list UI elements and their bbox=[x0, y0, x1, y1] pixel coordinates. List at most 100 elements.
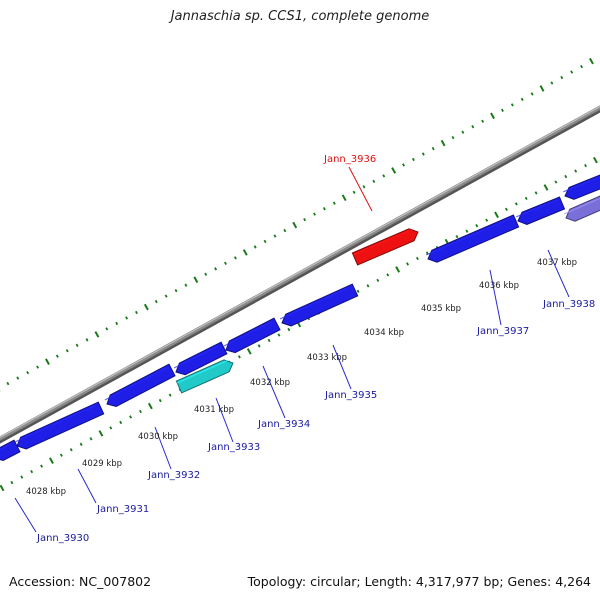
gene-label: Jann_3938 bbox=[542, 299, 595, 310]
scale-label: 4028 kbp bbox=[26, 487, 66, 497]
outer-tick bbox=[263, 239, 267, 244]
gene-label: Jann_3933 bbox=[207, 442, 260, 453]
inner-tick bbox=[406, 262, 409, 266]
inner-tick bbox=[574, 169, 578, 173]
scale-label: 4032 kbp bbox=[250, 378, 290, 388]
inner-tick bbox=[376, 278, 380, 283]
outer-tick bbox=[580, 64, 584, 69]
leader-line bbox=[77, 468, 97, 504]
outer-tick bbox=[154, 299, 158, 304]
outer-tick bbox=[440, 139, 446, 147]
outer-tick bbox=[560, 75, 564, 80]
inner-tick bbox=[277, 333, 281, 337]
gene-arrow bbox=[564, 174, 600, 200]
inner-tick bbox=[237, 355, 241, 359]
inner-tick bbox=[564, 174, 568, 179]
backbone-line bbox=[0, 105, 600, 441]
inner-tick bbox=[49, 457, 54, 464]
inner-tick bbox=[494, 211, 499, 219]
outer-tick bbox=[461, 130, 465, 134]
outer-tick bbox=[16, 376, 20, 380]
inner-tick bbox=[20, 475, 24, 479]
inner-tick bbox=[109, 426, 113, 430]
gene-arrow-shine bbox=[173, 345, 219, 369]
leader-line bbox=[332, 344, 352, 390]
inner-tick-track bbox=[0, 156, 598, 492]
outer-tick bbox=[105, 327, 109, 331]
outer-tick bbox=[341, 194, 347, 202]
outer-tick bbox=[233, 256, 237, 260]
gene-arrow-shine bbox=[104, 367, 167, 401]
outer-tick bbox=[362, 185, 366, 189]
gene-features bbox=[0, 174, 600, 462]
outer-tick bbox=[372, 179, 376, 184]
outer-tick bbox=[65, 349, 69, 353]
gene-arrow bbox=[225, 317, 281, 354]
gene-labels: Jann_3930 Jann_3931 Jann_3932 Jann_3933 Jann… bbox=[36, 154, 595, 544]
inner-tick bbox=[158, 398, 162, 403]
outer-tick bbox=[500, 108, 504, 112]
outer-tick bbox=[45, 358, 50, 365]
inner-tick bbox=[129, 415, 133, 419]
gene-arrow bbox=[175, 341, 228, 376]
leader-line bbox=[348, 166, 373, 212]
outer-tick bbox=[143, 303, 149, 311]
outer-tick bbox=[539, 85, 545, 92]
outer-tick bbox=[481, 119, 485, 123]
outer-tick bbox=[135, 310, 138, 315]
inner-tick bbox=[366, 284, 370, 288]
gene-arrow-shine bbox=[352, 228, 413, 256]
outer-tick bbox=[214, 267, 218, 271]
outer-tick bbox=[125, 316, 129, 320]
inner-tick bbox=[287, 327, 291, 332]
inner-tick bbox=[534, 191, 538, 195]
inner-tick bbox=[415, 256, 419, 261]
gene-label: Jann_3932 bbox=[147, 470, 200, 481]
inner-tick bbox=[514, 202, 518, 206]
backbone-highlight bbox=[0, 105, 600, 439]
inner-tick bbox=[30, 469, 34, 474]
inner-tick bbox=[593, 156, 598, 164]
outer-tick bbox=[184, 283, 188, 287]
outer-tick bbox=[421, 152, 425, 156]
inner-tick bbox=[98, 430, 104, 437]
gene-arrow bbox=[427, 214, 520, 263]
gene-arrow bbox=[175, 359, 234, 394]
gene-arrow bbox=[281, 283, 359, 327]
inner-tick bbox=[386, 273, 390, 277]
leader-line bbox=[154, 426, 172, 470]
outer-tick bbox=[75, 343, 79, 347]
scale-label: 4035 kbp bbox=[421, 304, 461, 314]
outer-tick bbox=[115, 321, 119, 326]
gene-label: Jann_3930 bbox=[36, 533, 89, 544]
genome-backbone bbox=[0, 105, 600, 444]
scale-label: 4033 kbp bbox=[307, 353, 347, 363]
outer-tick bbox=[510, 103, 514, 107]
outer-tick bbox=[242, 249, 248, 256]
outer-tick bbox=[411, 157, 415, 162]
outer-tick bbox=[224, 261, 227, 265]
gene-arrow bbox=[517, 196, 566, 225]
inner-tick bbox=[139, 409, 142, 414]
inner-tick bbox=[465, 229, 469, 233]
outer-tick bbox=[292, 221, 298, 229]
gene-arrow-shine bbox=[0, 443, 12, 451]
gene-arrow-shine bbox=[176, 359, 228, 384]
gene-label: Jann_3937 bbox=[476, 326, 529, 337]
outer-tick bbox=[490, 112, 495, 120]
outer-tick bbox=[391, 167, 397, 174]
gene-arrow-shine bbox=[563, 176, 600, 193]
leader-line bbox=[489, 269, 502, 326]
gene-label: Jann_3931 bbox=[96, 504, 149, 515]
gene-arrow-shine bbox=[14, 404, 96, 443]
inner-tick bbox=[504, 207, 508, 211]
gene-label: Jann_3936 bbox=[323, 154, 376, 165]
outer-tick bbox=[313, 212, 316, 216]
outer-tick bbox=[402, 163, 405, 167]
inner-tick bbox=[79, 442, 83, 446]
gene-arrow-shine bbox=[563, 197, 600, 215]
outer-tick bbox=[6, 381, 10, 386]
scale-label: 4030 kbp bbox=[138, 432, 178, 442]
inner-tick bbox=[168, 393, 172, 397]
accession-label: Accession: NC_007802 bbox=[9, 574, 152, 589]
